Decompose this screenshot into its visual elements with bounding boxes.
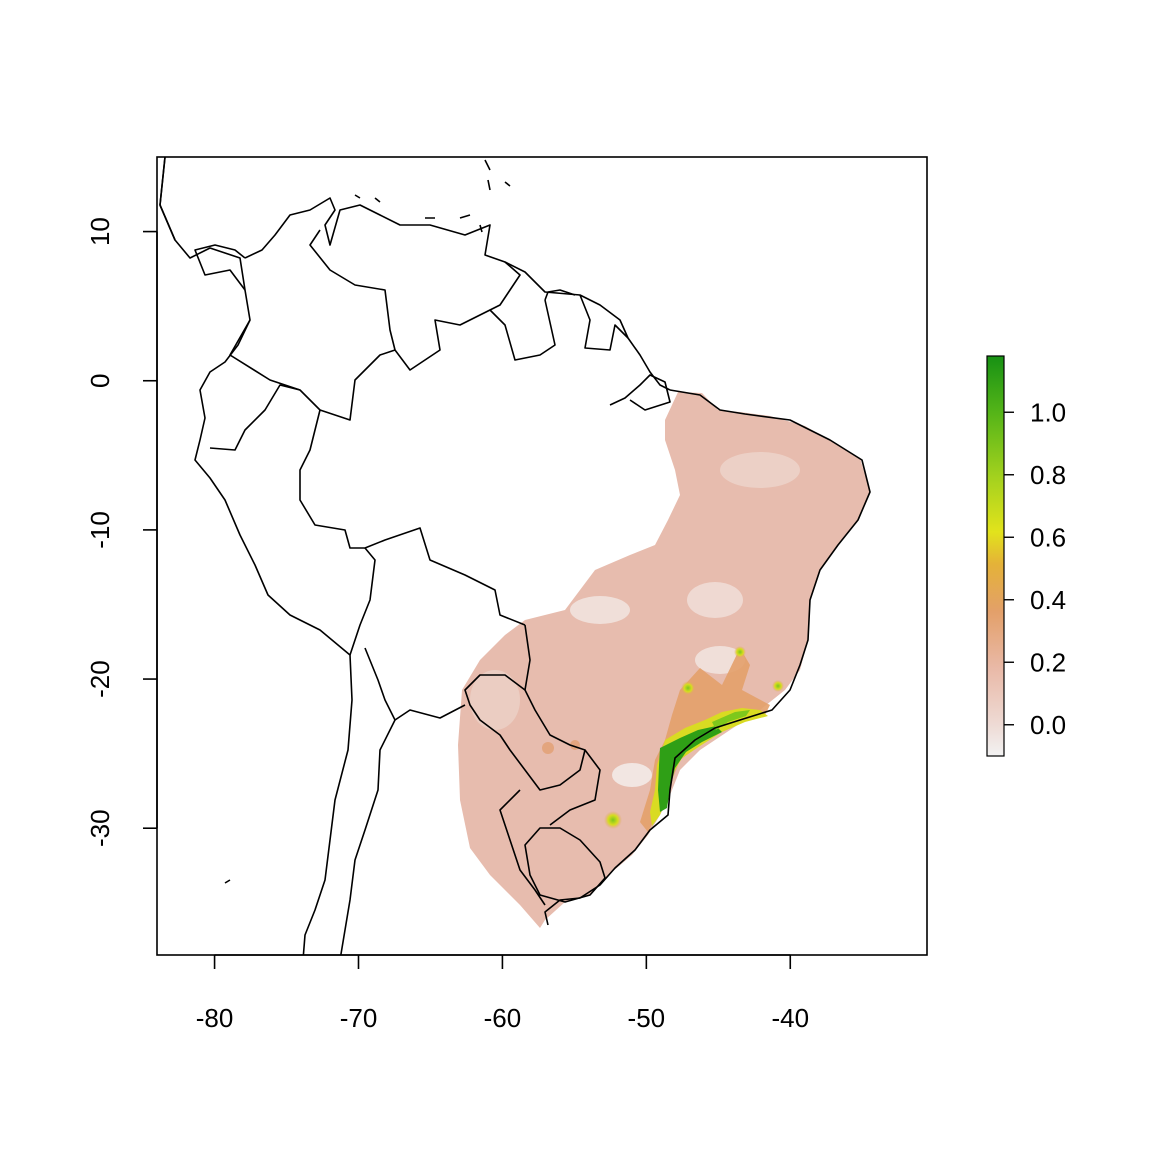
legend-tick-label: 0.0 <box>1030 710 1066 740</box>
x-tick-label: -60 <box>484 1003 522 1033</box>
legend-tick-label: 0.6 <box>1030 522 1066 552</box>
x-tick-label: -80 <box>196 1003 234 1033</box>
country-borders <box>159 157 871 955</box>
x-tick-label: -50 <box>628 1003 666 1033</box>
map-area <box>159 157 871 955</box>
y-tick-label: -30 <box>85 809 115 847</box>
y-tick-label: -10 <box>85 511 115 549</box>
legend-tick-label: 1.0 <box>1030 397 1066 427</box>
legend-tick-label: 0.8 <box>1030 460 1066 490</box>
legend-tick-label: 0.4 <box>1030 585 1066 615</box>
x-tick-label: -70 <box>340 1003 378 1033</box>
legend: 0.0 0.2 0.4 0.6 0.8 1.0 <box>986 355 1066 757</box>
y-tick-label: -20 <box>85 660 115 698</box>
legend-ticks: 0.0 0.2 0.4 0.6 0.8 1.0 <box>1004 397 1066 740</box>
y-tick-label: 0 <box>85 374 115 388</box>
x-axis: -80 -70 -60 -50 -40 <box>196 954 809 1033</box>
suitability-raster <box>458 392 870 928</box>
y-tick-label: 10 <box>85 217 115 246</box>
suitability-high-zone <box>658 726 722 812</box>
y-axis: 10 0 -10 -20 -30 <box>85 217 158 847</box>
x-tick-label: -40 <box>771 1003 809 1033</box>
legend-tick-label: 0.2 <box>1030 647 1066 677</box>
legend-colorbar <box>986 355 1005 757</box>
